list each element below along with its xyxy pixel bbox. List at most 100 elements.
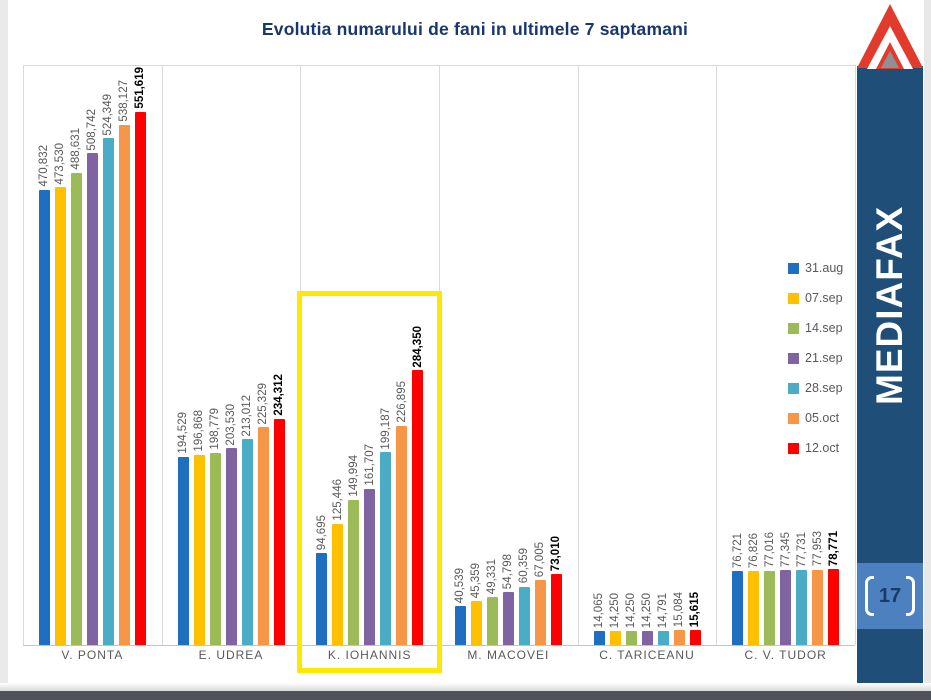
legend-item-05-oct: 05.oct: [788, 411, 843, 425]
bar-31.aug-e-udrea: [177, 456, 189, 645]
legend-chip-icon: [788, 352, 799, 364]
left-margin: [0, 0, 8, 690]
bar-21.sep-k-iohannis: [364, 488, 376, 645]
bar-28.sep-e-udrea: [241, 439, 253, 645]
bar-21.sep-c-tariceanu: [641, 631, 653, 645]
mediafax-sidebar: MEDIAFAX 17: [857, 0, 925, 700]
category-label-m-macovei: M. MACOVEI: [467, 648, 550, 662]
legend-label: 31.aug: [805, 261, 844, 275]
legend-chip-icon: [788, 382, 799, 394]
bar-14.sep-v-ponta: [70, 172, 82, 645]
value-label: 14,065: [593, 593, 605, 629]
legend-item-14-sep: 14.sep: [788, 321, 843, 335]
page-number: 17: [878, 584, 902, 607]
bar-21.sep-m-macovei: [502, 592, 514, 645]
legend-item-31-aug: 31.aug: [788, 261, 843, 275]
value-label: 15,084: [673, 592, 685, 628]
legend-chip-icon: [788, 262, 799, 274]
bar-14.sep-c-v-tudor: [764, 570, 776, 645]
legend-item-21-sep: 21.sep: [788, 351, 843, 365]
value-label: 77,953: [811, 531, 824, 567]
value-label: 213,012: [241, 394, 253, 437]
mediafax-logo-peak: [881, 51, 899, 68]
bar-07.sep-m-macovei: [470, 601, 482, 645]
bar-07.sep-e-udrea: [193, 454, 205, 645]
legend-chip-icon: [788, 442, 799, 454]
bracket-right-icon: [906, 576, 916, 616]
gridline: [577, 65, 579, 645]
value-label: 508,742: [86, 108, 99, 151]
legend-label: 05.oct: [805, 411, 840, 425]
bar-28.sep-k-iohannis: [380, 452, 392, 645]
brand-name: MEDIAFAX: [869, 205, 910, 405]
bar-14.sep-k-iohannis: [348, 500, 360, 645]
legend-chip-icon: [788, 322, 799, 334]
value-label: 194,529: [177, 412, 189, 454]
gridline: [161, 65, 163, 645]
bar-28.sep-v-ponta: [102, 138, 114, 645]
bar-05.oct-v-ponta: [118, 124, 130, 645]
bar-12.oct-m-macovei: [550, 574, 562, 645]
bar-12.oct-c-tariceanu: [689, 629, 701, 645]
category-label-k-iohannis: K. IOHANNIS: [327, 648, 412, 662]
category-axis: V. PONTA E. UDREA K. IOHANNIS M. MACOVEI C. …: [23, 648, 855, 666]
gridline: [855, 65, 856, 645]
value-label: 49,331: [486, 559, 499, 595]
bar-31.aug-k-iohannis: [316, 553, 328, 645]
value-label: 14,250: [625, 593, 637, 629]
value-label: 78,771: [827, 530, 840, 566]
category-label-e-udrea: E. UDREA: [198, 648, 264, 662]
gridline: [23, 65, 24, 645]
iohannis-highlight-box: [297, 291, 442, 673]
category-label-c-tariceanu: C. TARICEANU: [599, 648, 695, 662]
bar-07.sep-c-v-tudor: [748, 570, 760, 645]
value-label: 488,631: [70, 128, 83, 170]
plot-area: 470,832 473,530 488,631 508,742 524,349 538,1…: [23, 65, 856, 646]
value-label: 77,016: [763, 532, 776, 568]
value-label: 15,615: [689, 591, 701, 627]
value-label: 524,349: [102, 93, 115, 136]
value-label: 203,530: [225, 403, 237, 446]
bar-12.oct-k-iohannis: [412, 370, 424, 645]
window-bottom-edge: [0, 691, 931, 700]
bar-14.sep-c-tariceanu: [625, 631, 637, 645]
legend-chip-icon: [788, 292, 799, 304]
bar-07.sep-k-iohannis: [332, 523, 344, 645]
legend-label: 12.oct: [805, 441, 840, 455]
legend-label: 14.sep: [805, 321, 843, 335]
value-label: 67,005: [534, 542, 547, 578]
bar-07.sep-v-ponta: [54, 187, 66, 645]
bar-12.oct-v-ponta: [134, 111, 146, 645]
category-label-c-v-tudor: C. V. TUDOR: [744, 648, 827, 662]
slide-bottom-shadow: [0, 683, 931, 691]
value-label: 14,791: [657, 592, 669, 628]
value-label: 538,127: [118, 80, 131, 122]
legend-chip-icon: [788, 412, 799, 424]
bar-21.sep-e-udrea: [225, 448, 237, 645]
bar-05.oct-c-tariceanu: [673, 630, 685, 645]
legend-item-28-sep: 28.sep: [788, 381, 843, 395]
value-label: 198,779: [209, 408, 221, 450]
value-label: 551,619: [134, 67, 147, 109]
bar-05.oct-k-iohannis: [396, 425, 408, 645]
legend-label: 21.sep: [805, 351, 843, 365]
value-label: 77,345: [779, 532, 792, 568]
bar-31.aug-c-v-tudor: [732, 570, 744, 645]
value-label: 473,530: [54, 142, 67, 185]
bar-21.sep-v-ponta: [86, 153, 98, 645]
value-label: 76,826: [747, 532, 760, 568]
value-label: 54,798: [502, 553, 515, 590]
bar-28.sep-m-macovei: [518, 586, 530, 645]
legend-item-12-oct: 12.oct: [788, 441, 843, 455]
bar-05.oct-m-macovei: [534, 580, 546, 645]
legend-item-07-sep: 07.sep: [788, 291, 843, 305]
bar-31.aug-m-macovei: [454, 605, 466, 645]
category-label-v-ponta: V. PONTA: [61, 648, 124, 662]
value-label: 470,832: [38, 145, 51, 187]
gridline: [716, 65, 718, 645]
legend-label: 07.sep: [805, 291, 843, 305]
chart-legend: 31.aug 07.sep 14.sep 21.sep 28.sep 05.oct 12.o…: [788, 261, 843, 455]
value-label: 225,329: [257, 382, 269, 425]
value-label: 234,312: [273, 373, 285, 416]
